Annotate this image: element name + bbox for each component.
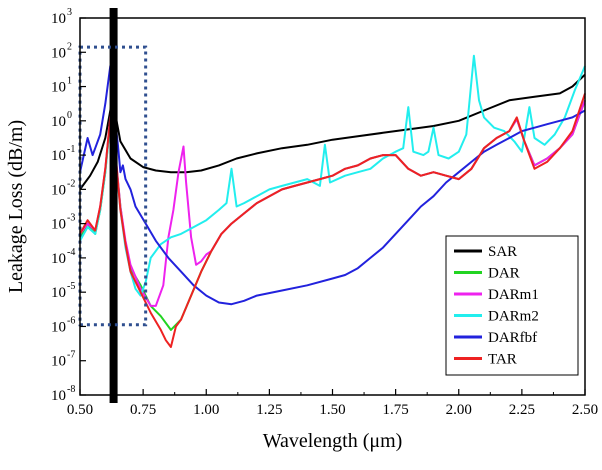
x-tick-label: 2.25 bbox=[509, 402, 535, 418]
legend: SAR DAR DARm1 DARm2 DARfbf TAR bbox=[445, 235, 579, 376]
y-tick-label: 10 bbox=[51, 114, 66, 130]
y-tick-exponent: -2 bbox=[67, 178, 75, 189]
legend-label-darfbf: DARfbf bbox=[488, 330, 537, 346]
x-axis-ticks: 0.50 0.75 1.00 1.25 1.50 1.75 2.00 2.25 2.50 bbox=[67, 389, 598, 418]
legend-label-sar: SAR bbox=[488, 244, 517, 260]
x-tick-label: 1.75 bbox=[383, 402, 409, 418]
x-tick-label: 0.75 bbox=[130, 402, 156, 418]
y-tick-label: 10 bbox=[51, 319, 66, 335]
x-axis-label: Wavelength (μm) bbox=[263, 430, 403, 452]
x-tick-label: 2.50 bbox=[572, 402, 598, 418]
y-axis-label: Leakage Loss (dB/m) bbox=[5, 120, 27, 293]
y-tick-label: 10 bbox=[51, 388, 66, 404]
x-tick-label: 1.50 bbox=[319, 402, 345, 418]
y-tick-label: 10 bbox=[51, 148, 66, 164]
y-tick-exponent: 0 bbox=[67, 110, 72, 121]
y-tick-label: 10 bbox=[51, 285, 66, 301]
y-tick-exponent: -3 bbox=[67, 213, 75, 224]
y-tick-exponent: -1 bbox=[67, 144, 75, 155]
y-tick-exponent: -6 bbox=[67, 315, 75, 326]
y-tick-label: 10 bbox=[51, 45, 66, 61]
y-tick-label: 10 bbox=[51, 182, 66, 198]
y-tick-label: 10 bbox=[51, 11, 66, 27]
series-line-tar bbox=[79, 92, 586, 348]
y-tick-label: 10 bbox=[51, 354, 66, 370]
legend-label-darm2: DARm2 bbox=[488, 309, 539, 325]
y-tick-exponent: 2 bbox=[67, 41, 72, 52]
legend-label-tar: TAR bbox=[488, 352, 517, 368]
y-tick-label: 10 bbox=[51, 80, 66, 96]
y-tick-exponent: -7 bbox=[67, 350, 75, 361]
legend-box bbox=[445, 235, 579, 376]
x-tick-label: 1.00 bbox=[193, 402, 219, 418]
y-tick-exponent: 3 bbox=[67, 7, 72, 18]
y-tick-label: 10 bbox=[51, 217, 66, 233]
legend-label-darm1: DARm1 bbox=[488, 287, 539, 303]
y-tick-exponent: -8 bbox=[67, 384, 75, 395]
y-tick-exponent: -5 bbox=[67, 281, 75, 292]
legend-label-dar: DAR bbox=[488, 266, 520, 282]
y-tick-label: 10 bbox=[51, 251, 66, 267]
x-tick-label: 2.00 bbox=[446, 402, 472, 418]
y-tick-exponent: 1 bbox=[67, 76, 72, 87]
x-tick-label: 0.50 bbox=[67, 402, 93, 418]
y-tick-exponent: -4 bbox=[67, 247, 75, 258]
x-tick-label: 1.25 bbox=[256, 402, 282, 418]
